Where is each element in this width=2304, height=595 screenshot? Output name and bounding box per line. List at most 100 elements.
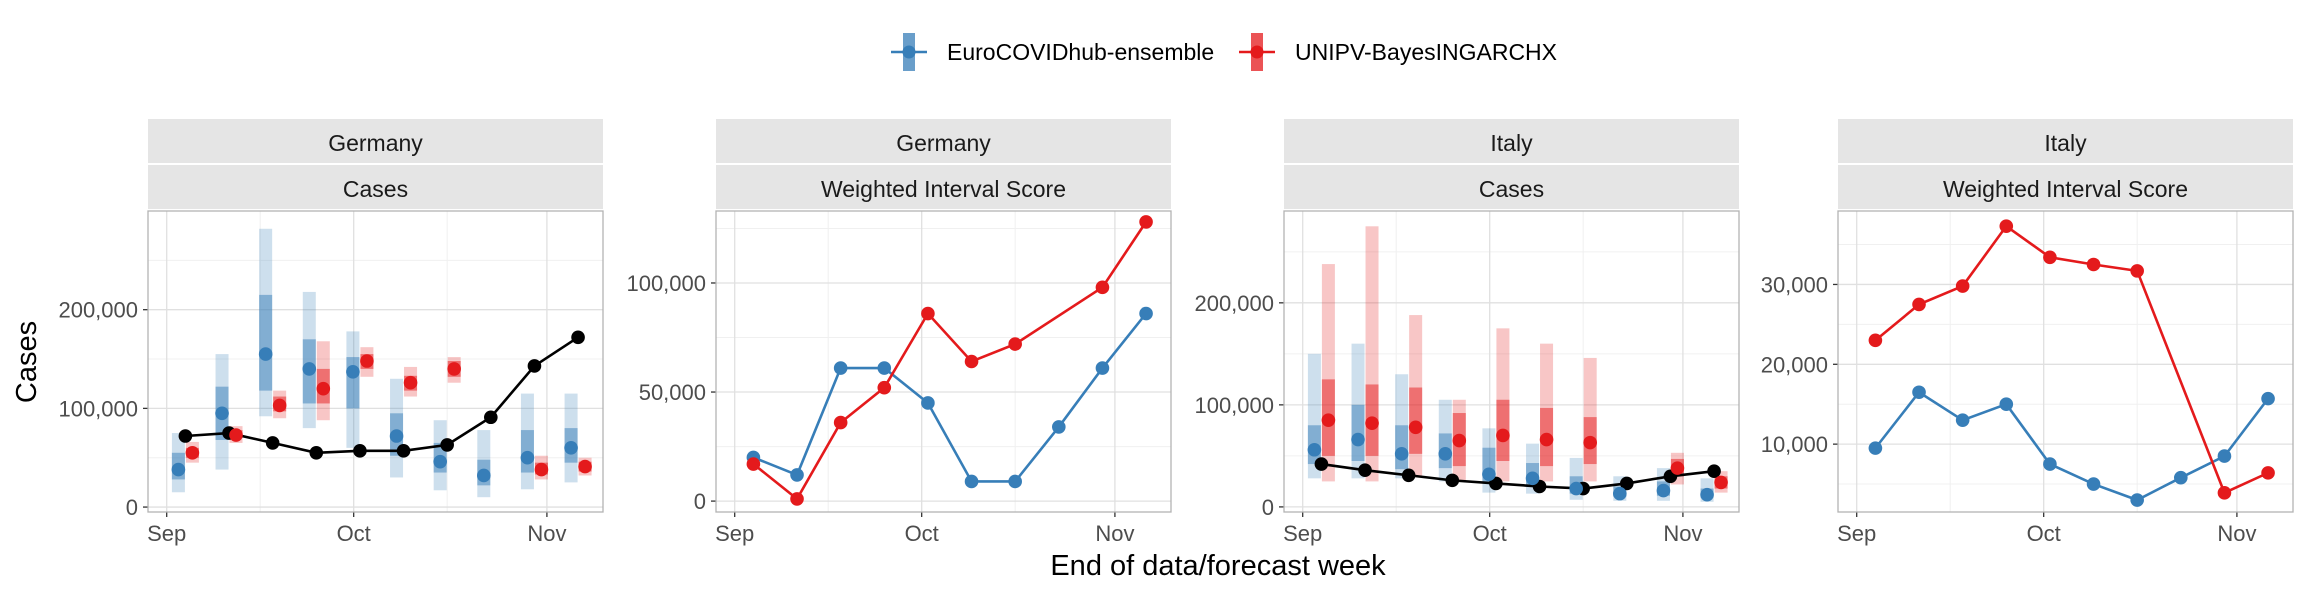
legend-key-bayes-dot (1250, 45, 1264, 59)
ensemble-score-point (2174, 470, 2188, 485)
y-tick-label: 50,000 (639, 380, 706, 405)
bayes-median-point (403, 375, 418, 390)
ensemble-median-point (1351, 432, 1365, 447)
strip-bottom-bg (1838, 165, 2293, 209)
observed-point (353, 444, 367, 458)
panel-border (147, 210, 604, 513)
bayes-score-point (921, 306, 935, 321)
y-tick-label: 100,000 (1194, 393, 1274, 418)
ensemble-score-point (2130, 493, 2144, 507)
bayes-score-point (1868, 333, 1883, 348)
observed-point (265, 436, 280, 450)
y-tick-label: 10,000 (1761, 432, 1828, 457)
observed-point (1358, 463, 1372, 477)
panel-italy-wis: Italy Weighted Interval Score 10,000 20,000… (1761, 119, 2294, 546)
observed-point (571, 330, 585, 345)
ensemble-score-point (877, 361, 892, 375)
ensemble-score-point (2261, 391, 2275, 406)
ensemble-score-point (790, 468, 804, 482)
observed-point (1314, 457, 1329, 471)
panel-border (715, 210, 1172, 513)
ensemble-median-point (346, 365, 360, 379)
strip-bottom-bg (148, 165, 603, 209)
bayes-median-point (578, 459, 592, 474)
bayes-score-point (2217, 486, 2232, 500)
strip-bottom-label: Weighted Interval Score (1943, 176, 2188, 202)
legend-item-bayes: UNIPV-BayesINGARCHX (1239, 33, 1557, 71)
x-tick-label: Nov (1663, 521, 1702, 546)
bayes-score-point (964, 354, 979, 369)
ensemble-median-point (1700, 487, 1714, 502)
ensemble-median-point (1438, 447, 1453, 461)
ensemble-score-point (1139, 306, 1153, 321)
ensemble-median-point (171, 462, 186, 477)
bayes-score-point (1139, 215, 1153, 229)
ensemble-median-point (1525, 471, 1540, 486)
legend-item-ensemble: EuroCOVIDhub-ensemble (891, 33, 1214, 71)
legend-label-ensemble: EuroCOVIDhub-ensemble (947, 39, 1214, 65)
ensemble-median-point (1394, 447, 1409, 461)
bayes-median-point (316, 381, 331, 396)
bayes-score-point (1008, 337, 1022, 351)
y-tick-label: 200,000 (58, 298, 138, 323)
bayes-median-point (272, 398, 287, 413)
y-tick-label: 0 (126, 495, 138, 520)
strip-top-label: Germany (328, 130, 423, 156)
ensemble-median-point (389, 429, 404, 443)
ensemble-score-point (1052, 420, 1066, 434)
strip-top-label: Germany (896, 130, 991, 156)
strip-top-bg (716, 119, 1171, 163)
legend: EuroCOVIDhub-ensemble UNIPV-BayesINGARCH… (891, 33, 1557, 71)
x-tick-label: Nov (1095, 521, 1134, 546)
strip-top-bg (148, 119, 603, 163)
strip-bottom-bg (716, 165, 1171, 209)
bayes-median-point (1365, 416, 1379, 431)
bayes-median-point (185, 445, 200, 460)
bayes-score-point (1912, 297, 1926, 312)
observed-point (484, 410, 498, 425)
y-tick-label: 0 (694, 489, 706, 514)
y-axis-title: Cases (11, 321, 43, 403)
ensemble-score-point (1095, 361, 1110, 375)
ensemble-median-point (302, 362, 317, 376)
ensemble-score-point (2086, 477, 2101, 491)
bayes-median-point (1321, 413, 1336, 427)
ensemble-median-point (215, 406, 229, 421)
legend-label-bayes: UNIPV-BayesINGARCHX (1295, 39, 1557, 65)
bayes-score-point (833, 415, 848, 430)
ensemble-inner-interval (259, 294, 273, 391)
bayes-median-point (447, 362, 461, 376)
bayes-score-point (2086, 257, 2101, 272)
panel-border (1837, 210, 2294, 513)
observed-point (309, 445, 324, 460)
x-tick-label: Sep (147, 521, 186, 546)
bayes-median-point (1539, 432, 1554, 447)
observed-point (178, 429, 193, 443)
y-tick-label: 30,000 (1761, 272, 1828, 297)
strip-bottom-label: Weighted Interval Score (821, 176, 1066, 202)
ensemble-score-point (2217, 449, 2232, 463)
bayes-median-point (534, 462, 549, 477)
ensemble-median-point (520, 450, 535, 465)
observed-point (1707, 464, 1721, 478)
x-tick-label: Oct (905, 521, 939, 546)
observed-point (527, 359, 542, 373)
bayes-median-point (1714, 475, 1728, 490)
ensemble-median-point (1569, 481, 1583, 496)
ensemble-median-point (1656, 483, 1671, 498)
bayes-score-point (1095, 280, 1110, 295)
bayes-median-point (1408, 420, 1423, 435)
x-tick-label: Sep (715, 521, 754, 546)
panel-germany-cases: Germany Cases 0 100,000 200,000 Sep Oct Nov (58, 119, 604, 546)
ensemble-median-point (1482, 467, 1496, 482)
x-axis-title: End of data/forecast week (1050, 550, 1386, 582)
bayes-score-point (1999, 219, 2014, 233)
bayes-median-point (229, 428, 243, 442)
y-tick-label: 20,000 (1761, 352, 1828, 377)
ensemble-score-point (1999, 397, 2014, 412)
bayes-score-point (2261, 466, 2275, 480)
bayes-median-point (1583, 435, 1597, 450)
ensemble-score-point (1912, 385, 1926, 400)
x-tick-label: Nov (2217, 521, 2256, 546)
bayes-median-point (360, 354, 374, 368)
